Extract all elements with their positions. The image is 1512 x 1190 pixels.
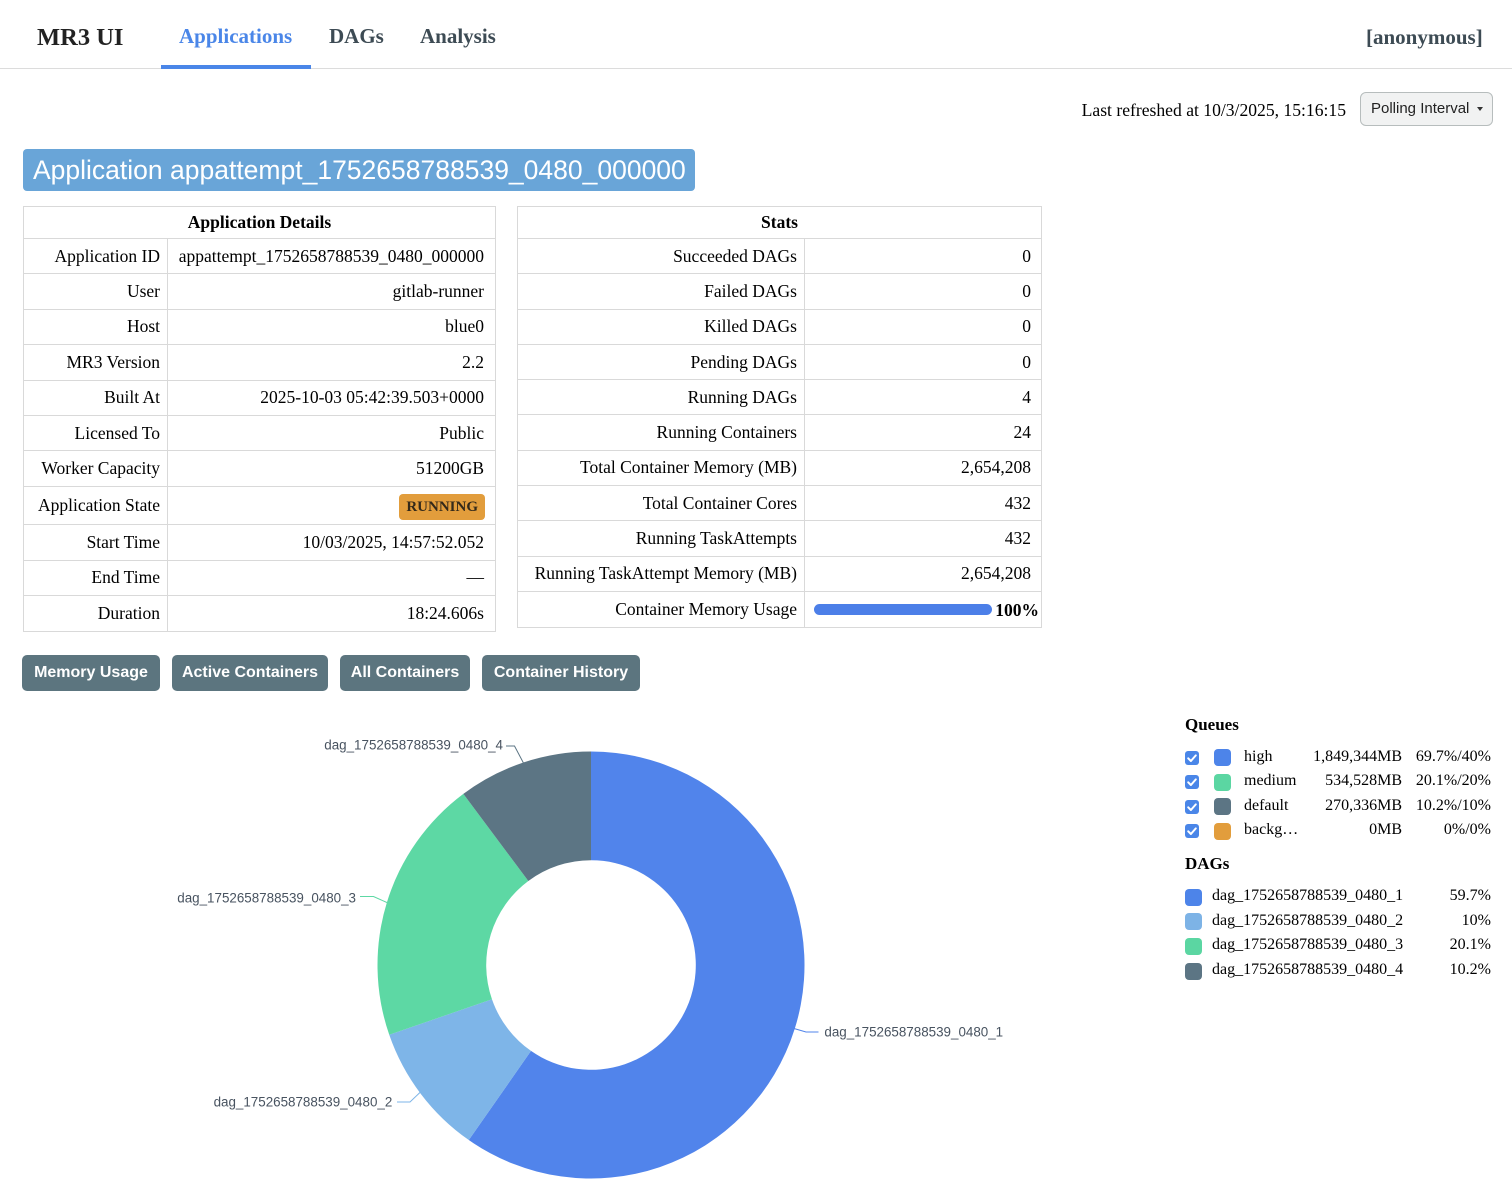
svg-text:dag_1752658788539_0480_4: dag_1752658788539_0480_4 (324, 738, 503, 753)
svg-text:dag_1752658788539_0480_3: dag_1752658788539_0480_3 (177, 891, 356, 906)
svg-text:dag_1752658788539_0480_1: dag_1752658788539_0480_1 (824, 1025, 1003, 1040)
svg-text:dag_1752658788539_0480_2: dag_1752658788539_0480_2 (214, 1095, 393, 1110)
